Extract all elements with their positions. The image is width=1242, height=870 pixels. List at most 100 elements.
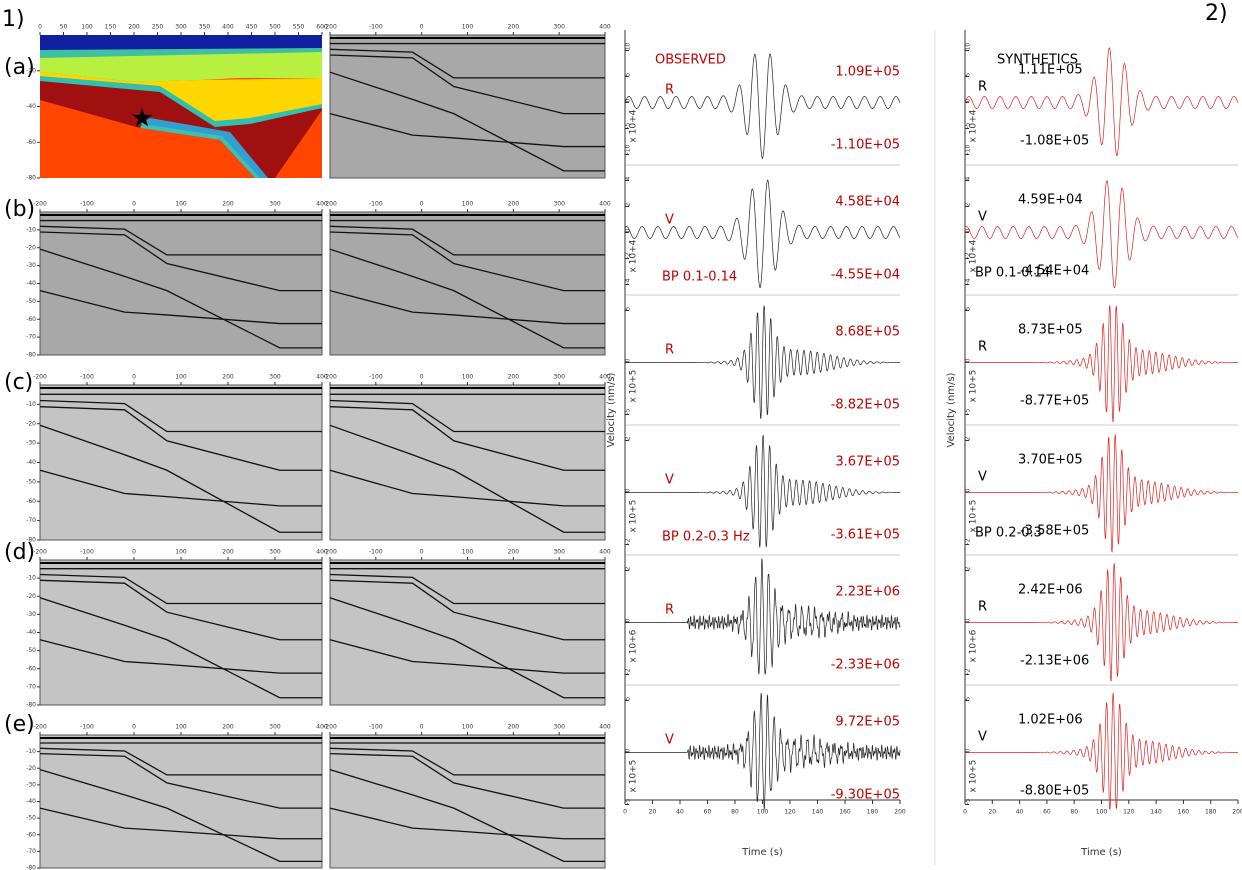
max-amplitude: 1.09E+05 xyxy=(835,65,900,80)
axis-title: Time (s) xyxy=(741,847,783,858)
y-tick-label: -2 xyxy=(965,538,972,544)
scale-label: x 10+6 xyxy=(969,629,979,662)
y-tick-label: 10 xyxy=(965,43,972,51)
y-tick-label: -50 xyxy=(26,647,36,654)
x-tick-label: 160 xyxy=(839,809,851,816)
x-tick-label: -200 xyxy=(323,724,337,731)
x-tick-label: 0 xyxy=(132,201,136,208)
y-tick-label: -20 xyxy=(26,67,36,74)
x-tick-label: 200 xyxy=(508,549,520,556)
x-tick-label: -100 xyxy=(369,374,383,381)
min-amplitude: -4.55E+04 xyxy=(831,268,900,283)
y-tick-label: 0 xyxy=(965,229,972,233)
min-amplitude: -8.80E+05 xyxy=(1020,784,1089,799)
x-tick-label: 200 xyxy=(894,809,906,816)
x-tick-label: 0 xyxy=(963,809,967,816)
y-tick-label: -50 xyxy=(26,298,36,305)
x-tick-label: 120 xyxy=(1123,809,1135,816)
y-tick-label: -50 xyxy=(26,815,36,822)
y-tick-label: -70 xyxy=(26,848,36,855)
component: V xyxy=(978,730,987,745)
y-tick-label: 0 xyxy=(625,619,632,623)
max-amplitude: 2.23E+06 xyxy=(835,585,900,600)
scale-label: x 10+5 xyxy=(629,760,639,793)
y-tick-label: 4 xyxy=(625,177,632,181)
y-tick-label: -80 xyxy=(26,865,36,870)
panel-label: (c) xyxy=(4,370,33,395)
x-tick-label: -200 xyxy=(323,201,337,208)
scale-label: x 10+4 xyxy=(629,109,639,142)
x-tick-label: 400 xyxy=(222,24,234,31)
max-amplitude: 8.73E+05 xyxy=(1018,323,1083,338)
y-tick-label: -60 xyxy=(26,665,36,672)
max-amplitude: 3.67E+05 xyxy=(835,455,900,470)
y-tick-label: -70 xyxy=(26,683,36,690)
y-tick-label: -40 xyxy=(26,280,36,287)
x-tick-label: 0 xyxy=(420,24,424,31)
scale-label: x 10+4 xyxy=(969,109,979,142)
y-tick-label: 0 xyxy=(965,749,972,753)
y-tick-label: -2 xyxy=(625,668,632,674)
column-title: OBSERVED xyxy=(655,53,726,68)
y-tick-label: 4 xyxy=(965,177,972,181)
x-tick-label: 60 xyxy=(1043,809,1051,816)
x-tick-label: 200 xyxy=(508,201,520,208)
x-tick-label: 180 xyxy=(1205,809,1217,816)
y-tick-label: 2 xyxy=(965,203,972,207)
y-tick-label: -70 xyxy=(26,517,36,524)
x-tick-label: 300 xyxy=(269,549,281,556)
y-tick-label: -10 xyxy=(26,748,36,755)
x-tick-label: 0 xyxy=(420,374,424,381)
y-tick-label: -30 xyxy=(26,440,36,447)
min-amplitude: -9.30E+05 xyxy=(831,788,900,803)
x-tick-label: 140 xyxy=(1150,809,1162,816)
band-label: BP 0.2-0.3 xyxy=(975,526,1042,541)
y-tick-label: -80 xyxy=(26,702,36,709)
x-tick-label: 300 xyxy=(553,201,565,208)
velocity-model: ★ xyxy=(40,35,322,178)
x-tick-label: 400 xyxy=(599,549,611,556)
x-tick-label: -200 xyxy=(33,549,47,556)
panel-label: (d) xyxy=(4,540,35,565)
x-tick-label: 450 xyxy=(246,24,258,31)
min-amplitude: -2.33E+06 xyxy=(831,658,900,673)
component: V xyxy=(665,473,674,488)
y-tick-label: 10 xyxy=(625,43,632,51)
max-amplitude: 4.59E+04 xyxy=(1018,193,1083,208)
y-tick-label: -20 xyxy=(26,593,36,600)
max-amplitude: 1.11E+05 xyxy=(1018,63,1083,78)
panel-label: (b) xyxy=(4,197,35,222)
part-label: 1) xyxy=(2,7,25,32)
x-tick-label: 400 xyxy=(599,24,611,31)
y-tick-label: 2 xyxy=(625,567,632,571)
waveform xyxy=(965,305,1238,422)
min-amplitude: -8.77E+05 xyxy=(1020,394,1089,409)
x-tick-label: 180 xyxy=(867,809,879,816)
component: R xyxy=(978,600,987,615)
x-tick-label: 80 xyxy=(1070,809,1078,816)
component: R xyxy=(665,83,674,98)
x-tick-label: 60 xyxy=(704,809,712,816)
y-tick-label: -4 xyxy=(625,278,632,284)
x-tick-label: 120 xyxy=(784,809,796,816)
panel-label: (e) xyxy=(4,712,35,737)
min-amplitude: -8.82E+05 xyxy=(831,398,900,413)
y-tick-label: 2 xyxy=(965,437,972,441)
scale-label: x 10+6 xyxy=(629,629,639,662)
waveform xyxy=(965,563,1238,681)
y-tick-label: 2 xyxy=(625,203,632,207)
component: R xyxy=(665,343,674,358)
x-tick-label: 0 xyxy=(420,724,424,731)
max-amplitude: 4.58E+04 xyxy=(835,195,900,210)
x-tick-label: 300 xyxy=(269,201,281,208)
x-tick-label: 80 xyxy=(731,809,739,816)
max-amplitude: 3.70E+05 xyxy=(1018,453,1083,468)
y-tick-label: -20 xyxy=(26,765,36,772)
y-tick-label: -2 xyxy=(625,538,632,544)
min-amplitude: -3.61E+05 xyxy=(831,528,900,543)
x-tick-label: 100 xyxy=(462,724,474,731)
y-tick-label: -5 xyxy=(965,408,972,414)
max-amplitude: 8.68E+05 xyxy=(835,325,900,340)
y-tick-label: -10 xyxy=(26,401,36,408)
y-tick-label: -60 xyxy=(26,498,36,505)
